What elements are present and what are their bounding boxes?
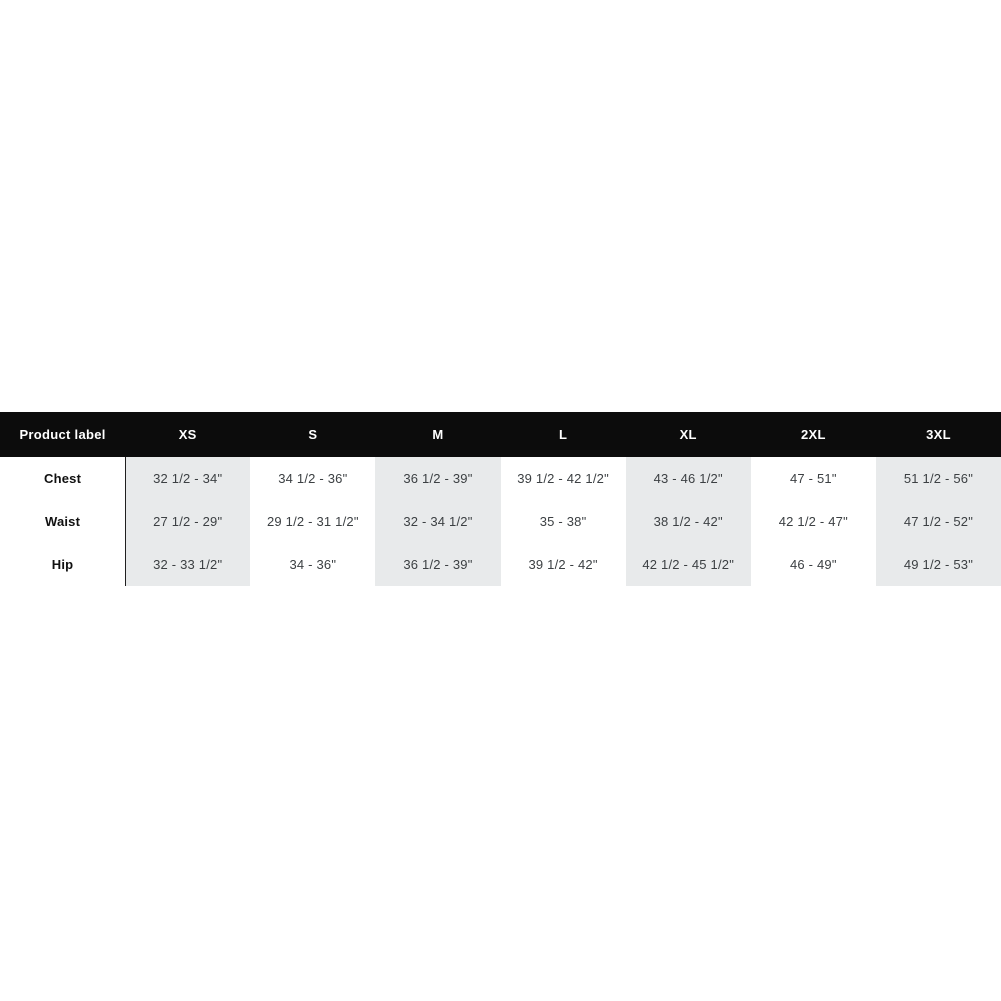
waist-s-value: 29 1/2 - 31 1/2" xyxy=(266,514,359,529)
column-header-l: L xyxy=(558,427,568,442)
waist-2xl-value: 42 1/2 - 47" xyxy=(778,514,848,529)
waist-3xl-value: 47 1/2 - 52" xyxy=(875,500,1001,543)
size-chart-table: Product label XS S M L XL 2XL 3XL Chest … xyxy=(0,412,1001,586)
column-header-3xl: 3XL xyxy=(926,427,951,442)
column-header-xs: XS xyxy=(178,427,197,442)
table-row-hip: Hip 32 - 33 1/2" 34 - 36" 36 1/2 - 39" 3… xyxy=(0,543,1001,586)
chest-m-value: 36 1/2 - 39" xyxy=(375,457,501,500)
row-label-waist: Waist xyxy=(44,514,81,529)
column-header-m: M xyxy=(432,427,444,442)
label-column-divider xyxy=(125,457,126,586)
waist-xs-value: 27 1/2 - 29" xyxy=(125,500,251,543)
table-row-chest: Chest 32 1/2 - 34" 34 1/2 - 36" 36 1/2 -… xyxy=(0,457,1001,500)
row-label-hip: Hip xyxy=(51,557,74,572)
row-label-chest: Chest xyxy=(44,471,82,486)
size-chart-header-row: Product label XS S M L XL 2XL 3XL xyxy=(0,412,1001,457)
column-header-product-label: Product label xyxy=(19,427,106,442)
column-header-s: S xyxy=(308,427,318,442)
column-header-xl: XL xyxy=(679,427,697,442)
waist-m-value: 32 - 34 1/2" xyxy=(375,500,501,543)
chest-l-value: 39 1/2 - 42 1/2" xyxy=(517,471,609,486)
chest-s-value: 34 1/2 - 36" xyxy=(278,471,348,486)
hip-s-value: 34 - 36" xyxy=(289,557,337,572)
hip-m-value: 36 1/2 - 39" xyxy=(375,543,501,586)
chest-xs-value: 32 1/2 - 34" xyxy=(125,457,251,500)
waist-l-value: 35 - 38" xyxy=(539,514,587,529)
size-chart-body: Chest 32 1/2 - 34" 34 1/2 - 36" 36 1/2 -… xyxy=(0,457,1001,586)
hip-3xl-value: 49 1/2 - 53" xyxy=(875,543,1001,586)
hip-xs-value: 32 - 33 1/2" xyxy=(125,543,251,586)
chest-2xl-value: 47 - 51" xyxy=(789,471,837,486)
waist-xl-value: 38 1/2 - 42" xyxy=(625,500,751,543)
column-header-2xl: 2XL xyxy=(800,427,826,442)
chest-xl-value: 43 - 46 1/2" xyxy=(625,457,751,500)
chest-3xl-value: 51 1/2 - 56" xyxy=(875,457,1001,500)
hip-2xl-value: 46 - 49" xyxy=(789,557,837,572)
hip-l-value: 39 1/2 - 42" xyxy=(528,557,598,572)
table-row-waist: Waist 27 1/2 - 29" 29 1/2 - 31 1/2" 32 -… xyxy=(0,500,1001,543)
hip-xl-value: 42 1/2 - 45 1/2" xyxy=(625,543,751,586)
